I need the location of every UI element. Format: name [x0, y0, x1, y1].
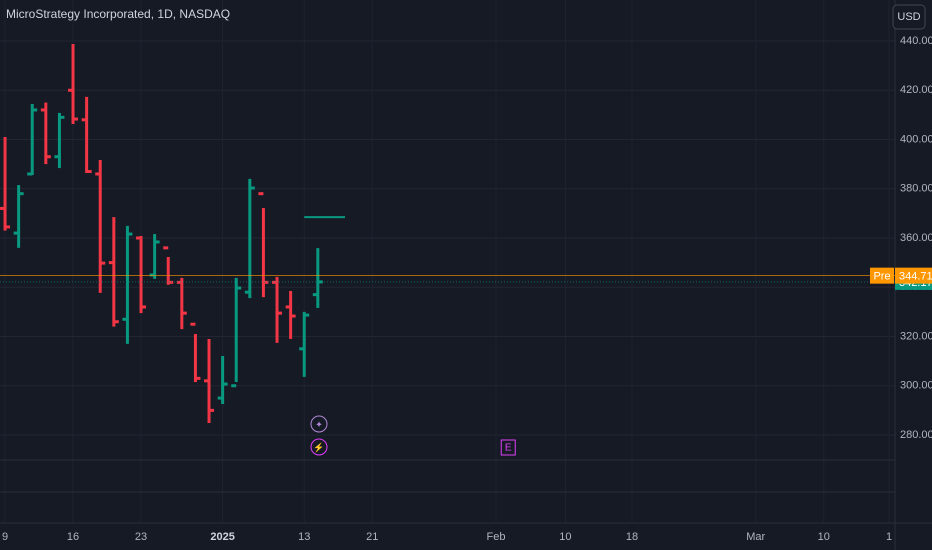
- earnings-icon[interactable]: [500, 439, 516, 456]
- earnings-label: E: [505, 443, 512, 454]
- y-tick-label: 360.00: [900, 232, 932, 244]
- x-tick-label: Feb: [486, 531, 505, 543]
- y-tick-label: 300.00: [900, 380, 932, 392]
- x-tick-label: 21: [366, 531, 378, 543]
- pre-tag-box: [870, 267, 894, 284]
- chart-title: MicroStrategy Incorporated, 1D, NASDAQ: [6, 7, 230, 21]
- x-tick-label: 10: [818, 531, 830, 543]
- currency-button[interactable]: [892, 4, 926, 30]
- pre-price-label: 344.71: [899, 271, 932, 283]
- dividend-icon-glyph: ⚡: [313, 441, 324, 453]
- y-tick-label: 400.00: [900, 133, 932, 145]
- y-tick-label: 440.00: [900, 35, 932, 47]
- y-tick-label: 320.00: [900, 330, 932, 342]
- event-icon-glyph: ✦: [315, 419, 323, 429]
- y-tick-label: 280.00: [900, 429, 932, 441]
- x-tick-label: 1: [886, 531, 892, 543]
- x-tick-label: 10: [559, 531, 571, 543]
- x-tick-label: 2025: [210, 531, 234, 543]
- pre-price-box: [895, 267, 932, 284]
- pre-tag: Pre: [873, 271, 890, 283]
- x-tick-label: 16: [67, 531, 79, 543]
- x-tick-label: Mar: [746, 531, 765, 543]
- y-tick-label: 420.00: [900, 84, 932, 96]
- marks: [0, 43, 346, 423]
- event-icon[interactable]: [310, 415, 328, 433]
- dividend-icon[interactable]: [310, 438, 328, 456]
- currency-label[interactable]: USD: [897, 11, 920, 23]
- x-tick-label: 13: [298, 531, 310, 543]
- x-tick-label: 23: [135, 531, 147, 543]
- x-tick-label: 9: [2, 531, 8, 543]
- x-tick-label: 18: [626, 531, 638, 543]
- grid: [0, 0, 895, 523]
- y-tick-label: 380.00: [900, 183, 932, 195]
